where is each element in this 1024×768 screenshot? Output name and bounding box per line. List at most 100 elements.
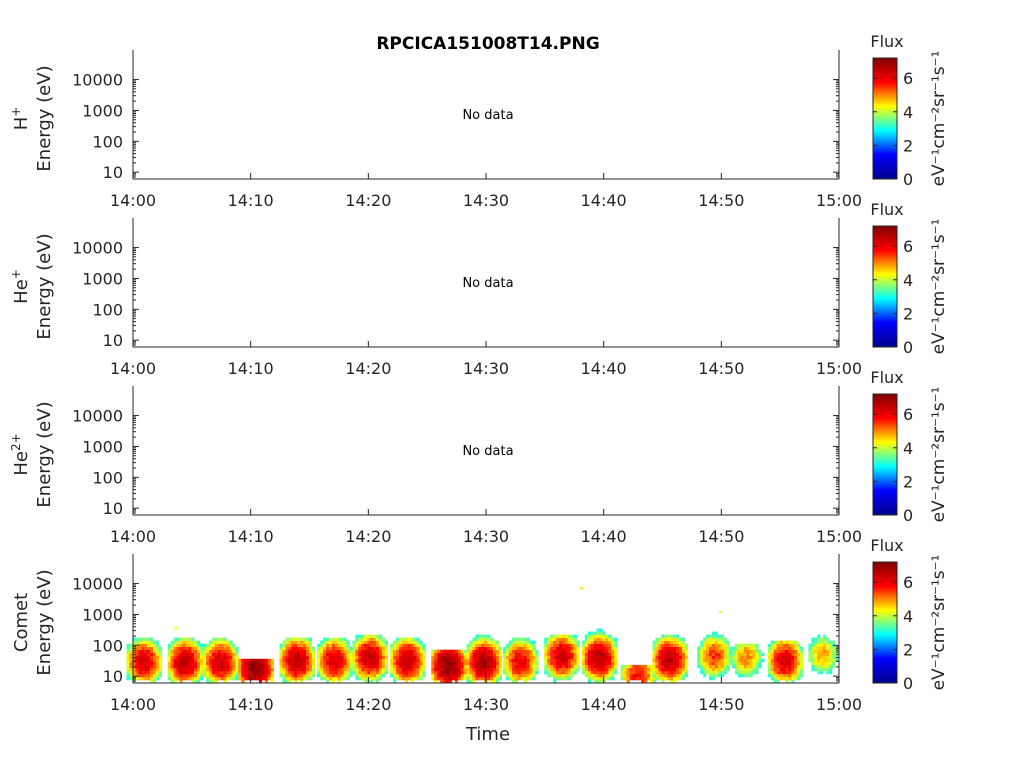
flux-cell [343,661,347,666]
flux-cell [506,658,510,663]
species-charge: 2+ [9,433,23,451]
flux-cell [773,680,777,684]
flux-cell [535,655,539,660]
flux-cell [614,649,618,653]
flux-cell [401,646,406,650]
y-tick-label: 1000 [82,605,123,624]
flux-cell [306,646,310,650]
flux-cell [726,652,730,657]
flux-cell [667,655,671,660]
flux-cell [779,640,783,644]
colorbar-tick-label: 2 [903,136,913,155]
flux-cell [419,661,423,666]
flux-cell [232,677,236,681]
flux-cell [487,677,491,681]
flux-cell [511,658,516,663]
flux-cell [593,640,597,644]
flux-cell [503,667,507,672]
flux-cell [176,673,180,678]
flux-cell [308,652,313,657]
flux-cell [398,652,403,657]
flux-cell [291,646,295,650]
flux-cell [493,667,497,672]
flux-cell [664,649,668,653]
flux-cell [475,652,479,657]
flux-cell [229,655,233,660]
flux-cell [478,640,482,644]
flux-cell [700,658,704,663]
flux-cell [570,634,574,638]
flux-cell [182,661,186,666]
flux-cell [469,643,473,647]
flux-cell [326,670,330,675]
flux-cell [511,637,516,641]
flux-cell [487,637,491,641]
flux-cell [367,664,371,669]
flux-cell [709,652,713,657]
flux-cell [232,661,236,666]
flux-cell [232,652,236,657]
flux-cell [235,664,239,669]
flux-cell [279,649,283,653]
flux-cell [129,652,133,657]
flux-cell [451,670,456,675]
flux-cell [655,637,659,641]
flux-cell [681,658,686,663]
flux-cell [776,680,780,684]
flux-cell [676,658,680,663]
flux-cell [496,640,500,644]
flux-cell [367,652,371,657]
flux-cell [155,670,160,675]
flux-cell [138,649,142,653]
flux-cell [179,658,183,663]
flux-cell [717,649,721,653]
flux-cell [179,655,183,660]
flux-cell [650,667,654,672]
flux-cell [446,655,450,660]
flux-cell [454,652,458,657]
flux-cell [200,652,204,657]
flux-cell [364,640,368,644]
flux-cell [126,661,130,666]
flux-cell [820,658,824,663]
flux-cell [469,673,473,678]
flux-cell [797,655,801,660]
flux-cell [328,637,333,641]
flux-cell [155,643,160,647]
flux-cell [267,658,271,663]
flux-cell [587,634,591,638]
flux-cell [602,670,606,675]
flux-cell [831,664,836,669]
flux-cell [746,670,750,675]
flux-cell [720,640,724,644]
flux-cell [129,673,133,678]
flux-cell [320,652,324,657]
flux-cell [547,667,551,672]
flux-cell [653,677,657,681]
flux-cell [620,664,624,669]
flux-cell [547,649,551,653]
flux-cell [390,646,394,650]
flux-cell [720,634,724,638]
flux-cell [282,664,286,669]
flux-cell [472,667,476,672]
flux-cell [673,673,677,678]
flux-cell [188,655,192,660]
flux-cell [135,667,139,672]
flux-cell [749,655,753,660]
flux-cell [308,677,313,681]
flux-cell [288,655,292,660]
flux-cell [706,646,710,650]
flux-cell [384,649,388,653]
flux-cell [153,661,157,666]
flux-cell [506,670,510,675]
flux-cell [472,677,476,681]
x-tick-label: 14:10 [228,527,274,546]
flux-cell [553,670,557,675]
flux-cell [194,664,198,669]
flux-cell [697,661,701,666]
flux-cell [746,661,750,666]
flux-cell [526,640,530,644]
flux-cell [729,661,733,666]
flux-cell [829,661,833,666]
